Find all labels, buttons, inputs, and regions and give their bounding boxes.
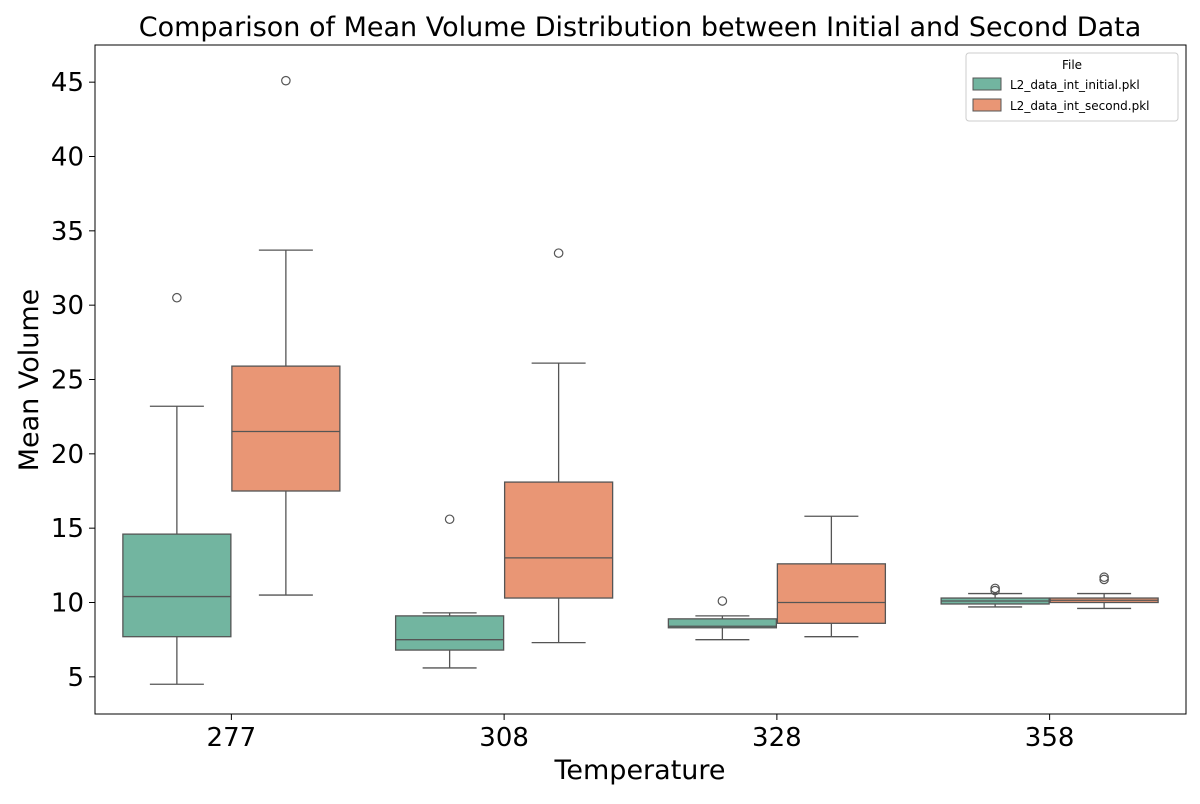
outlier-point <box>553 248 564 258</box>
legend-frame <box>965 52 1179 122</box>
x-tick-label: 358 <box>1025 723 1075 753</box>
y-tick-label: 5 <box>67 663 84 693</box>
box-body <box>122 533 232 638</box>
legend-label-initial: L2_data_int_initial.pkl <box>1010 78 1140 92</box>
box-l2-data-int-initial-pkl-277 <box>122 292 232 685</box>
x-axis-label: Temperature <box>553 755 725 786</box>
outlier-point <box>172 292 182 303</box>
box-l2-data-int-initial-pkl-328 <box>667 596 778 641</box>
y-tick-label: 10 <box>51 589 84 619</box>
y-tick-label: 35 <box>51 217 84 247</box>
legend: File L2_data_int_initial.pkl L2_data_int… <box>965 52 1179 122</box>
box-body <box>503 481 614 599</box>
x-tick-label: 308 <box>479 723 529 753</box>
legend-swatch-second <box>972 98 1002 112</box>
outlier-point <box>281 75 291 86</box>
chart-title: Comparison of Mean Volume Distribution b… <box>139 12 1142 43</box>
box-body <box>667 618 778 629</box>
y-tick-label: 30 <box>51 291 84 321</box>
x-tick-label: 277 <box>207 723 257 753</box>
legend-swatch-initial <box>972 77 1002 91</box>
outlier-point <box>990 583 1000 594</box>
legend-title: File <box>1062 58 1082 72</box>
plot-area <box>122 75 1159 685</box>
box-body <box>231 365 341 492</box>
y-tick-label: 45 <box>51 68 84 98</box>
box-l2-data-int-second-pkl-277 <box>231 75 341 596</box>
box-l2-data-int-second-pkl-308 <box>503 248 614 644</box>
outlier-point <box>1099 572 1109 583</box>
axes: 5 10 15 20 25 30 35 40 45 277 308 328 358 <box>51 68 1075 753</box>
legend-label-second: L2_data_int_second.pkl <box>1010 99 1150 113</box>
box-l2-data-int-second-pkl-358 <box>1049 572 1159 610</box>
box-l2-data-int-initial-pkl-358 <box>940 583 1050 608</box>
y-tick-label: 40 <box>51 143 84 173</box>
box-body <box>776 563 887 624</box>
outlier-point <box>717 596 728 606</box>
y-tick-label: 25 <box>51 366 84 396</box>
y-tick-label: 15 <box>51 514 84 544</box>
box-body <box>394 615 505 651</box>
x-tick-label: 328 <box>752 723 802 753</box>
outlier-point <box>444 514 455 525</box>
y-axis-label: Mean Volume <box>14 289 45 472</box>
box-l2-data-int-initial-pkl-308 <box>394 514 505 669</box>
box-l2-data-int-second-pkl-328 <box>776 515 887 638</box>
y-tick-label: 20 <box>51 440 84 470</box>
